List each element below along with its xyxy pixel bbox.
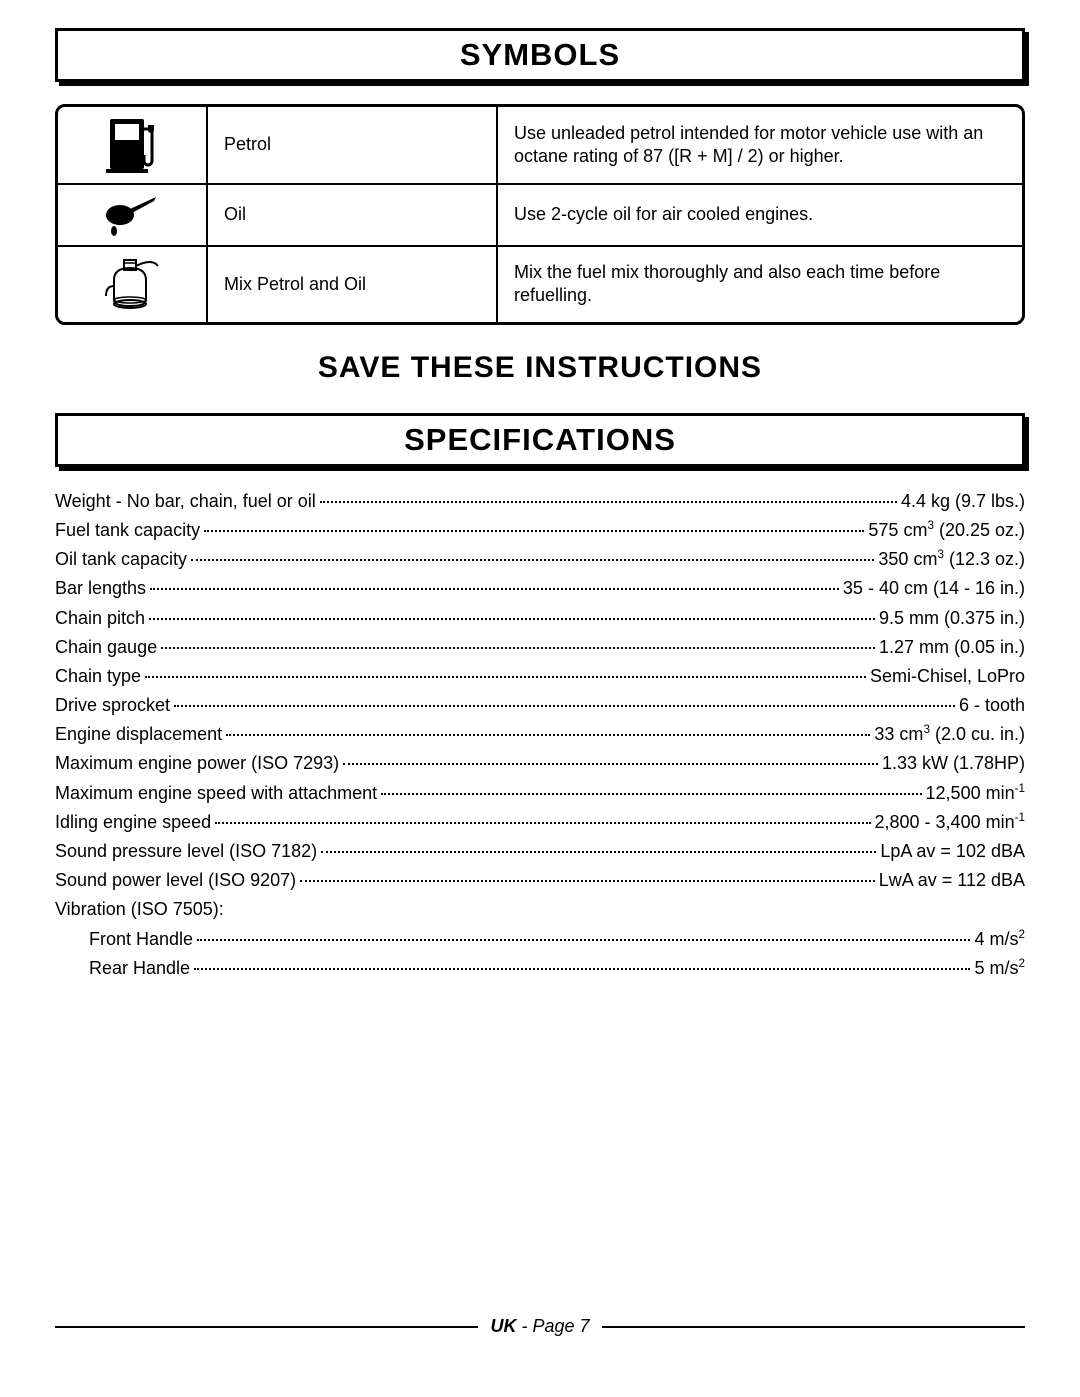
spec-label: Drive sprocket — [55, 693, 170, 718]
spec-value: 2,800 - 3,400 min-1 — [875, 810, 1026, 835]
spec-row: Weight - No bar, chain, fuel or oil 4.4 k… — [55, 489, 1025, 514]
spec-value: 12,500 min-1 — [926, 781, 1025, 806]
leader-dots — [321, 851, 876, 853]
spec-label: Sound pressure level (ISO 7182) — [55, 839, 317, 864]
spec-value: 4 m/s2 — [974, 927, 1025, 952]
leader-dots — [215, 822, 870, 824]
spec-label: Engine displacement — [55, 722, 222, 747]
symbols-title-box: SYMBOLS — [55, 28, 1025, 82]
leader-dots — [194, 968, 970, 970]
spec-row: Chain pitch 9.5 mm (0.375 in.) — [55, 606, 1025, 631]
spec-label: Vibration (ISO 7505): — [55, 897, 224, 922]
spec-row: Maximum engine power (ISO 7293) 1.33 kW (… — [55, 751, 1025, 776]
specifications-heading: SPECIFICATIONS — [58, 422, 1022, 458]
spec-value: 9.5 mm (0.375 in.) — [879, 606, 1025, 631]
spec-row: Fuel tank capacity 575 cm3 (20.25 oz.) — [55, 518, 1025, 543]
spec-label: Weight - No bar, chain, fuel or oil — [55, 489, 316, 514]
footer-page-label: - Page 7 — [516, 1316, 589, 1336]
symbol-label: Petrol — [208, 107, 498, 185]
spec-row: Bar lengths 35 - 40 cm (14 - 16 in.) — [55, 576, 1025, 601]
leader-dots — [226, 734, 870, 736]
spec-label: Maximum engine speed with attachment — [55, 781, 377, 806]
specifications-list: Weight - No bar, chain, fuel or oil 4.4 k… — [55, 489, 1025, 981]
spec-value: 35 - 40 cm (14 - 16 in.) — [843, 576, 1025, 601]
symbol-description: Use 2-cycle oil for air cooled engines. — [498, 185, 1022, 247]
spec-label: Maximum engine power (ISO 7293) — [55, 751, 339, 776]
symbol-icon-cell — [58, 247, 208, 322]
spec-value: LwA av = 112 dBA — [879, 868, 1025, 893]
spec-row: Sound pressure level (ISO 7182) LpA av = … — [55, 839, 1025, 864]
leader-dots — [150, 588, 839, 590]
symbols-heading: SYMBOLS — [58, 37, 1022, 73]
oil-can-icon — [102, 193, 162, 237]
spec-row: Engine displacement 33 cm3 (2.0 cu. in.) — [55, 722, 1025, 747]
save-instructions-heading: SAVE THESE INSTRUCTIONS — [55, 351, 1025, 385]
spec-row: Vibration (ISO 7505): — [55, 897, 1025, 922]
page-footer: UK - Page 7 — [55, 1316, 1025, 1337]
spec-row: Front Handle 4 m/s2 — [55, 927, 1025, 952]
footer-rule-left — [55, 1326, 478, 1328]
symbol-icon-cell — [58, 107, 208, 185]
spec-value: 1.27 mm (0.05 in.) — [879, 635, 1025, 660]
petrol-pump-icon — [104, 115, 160, 175]
manual-page: SYMBOLS Petrol Use unleaded petrol inten… — [0, 0, 1080, 1397]
leader-dots — [174, 705, 955, 707]
symbol-label: Mix Petrol and Oil — [208, 247, 498, 322]
spec-label: Fuel tank capacity — [55, 518, 200, 543]
spec-row: Drive sprocket 6 - tooth — [55, 693, 1025, 718]
spec-value: 575 cm3 (20.25 oz.) — [868, 518, 1025, 543]
spec-label: Chain type — [55, 664, 141, 689]
leader-dots — [197, 939, 970, 941]
mix-jug-icon — [100, 256, 164, 312]
symbol-icon-cell — [58, 185, 208, 247]
spec-label: Chain gauge — [55, 635, 157, 660]
spec-label: Bar lengths — [55, 576, 146, 601]
leader-dots — [161, 647, 875, 649]
spec-label: Sound power level (ISO 9207) — [55, 868, 296, 893]
leader-dots — [343, 763, 878, 765]
page-number: UK - Page 7 — [490, 1316, 589, 1337]
spec-label: Oil tank capacity — [55, 547, 187, 572]
spec-value: Semi-Chisel, LoPro — [870, 664, 1025, 689]
specifications-title-box: SPECIFICATIONS — [55, 413, 1025, 467]
leader-dots — [204, 530, 864, 532]
leader-dots — [145, 676, 866, 678]
spec-row: Sound power level (ISO 9207) LwA av = 112… — [55, 868, 1025, 893]
spec-value: 6 - tooth — [959, 693, 1025, 718]
footer-region: UK — [490, 1316, 516, 1336]
spec-label: Chain pitch — [55, 606, 145, 631]
spec-value: 1.33 kW (1.78HP) — [882, 751, 1025, 776]
spec-row: Idling engine speed 2,800 - 3,400 min-1 — [55, 810, 1025, 835]
symbol-description: Use unleaded petrol intended for motor v… — [498, 107, 1022, 185]
spec-row: Rear Handle 5 m/s2 — [55, 956, 1025, 981]
spec-value: 5 m/s2 — [974, 956, 1025, 981]
spec-label: Rear Handle — [89, 956, 190, 981]
symbol-description: Mix the fuel mix thoroughly and also eac… — [498, 247, 1022, 322]
table-row: Petrol Use unleaded petrol intended for … — [58, 107, 1022, 185]
leader-dots — [381, 793, 921, 795]
spec-value: LpA av = 102 dBA — [880, 839, 1025, 864]
leader-dots — [149, 618, 875, 620]
leader-dots — [320, 501, 897, 503]
spec-value: 4.4 kg (9.7 lbs.) — [901, 489, 1025, 514]
spec-row: Maximum engine speed with attachment 12,5… — [55, 781, 1025, 806]
spec-row: Chain gauge 1.27 mm (0.05 in.) — [55, 635, 1025, 660]
leader-dots — [300, 880, 875, 882]
symbols-table: Petrol Use unleaded petrol intended for … — [55, 104, 1025, 325]
table-row: Oil Use 2-cycle oil for air cooled engin… — [58, 185, 1022, 247]
footer-rule-right — [602, 1326, 1025, 1328]
spec-row: Chain type Semi-Chisel, LoPro — [55, 664, 1025, 689]
table-row: Mix Petrol and Oil Mix the fuel mix thor… — [58, 247, 1022, 322]
spec-label: Idling engine speed — [55, 810, 211, 835]
leader-dots — [191, 559, 874, 561]
symbol-label: Oil — [208, 185, 498, 247]
spec-value: 350 cm3 (12.3 oz.) — [878, 547, 1025, 572]
spec-row: Oil tank capacity 350 cm3 (12.3 oz.) — [55, 547, 1025, 572]
spec-label: Front Handle — [89, 927, 193, 952]
spec-value: 33 cm3 (2.0 cu. in.) — [874, 722, 1025, 747]
